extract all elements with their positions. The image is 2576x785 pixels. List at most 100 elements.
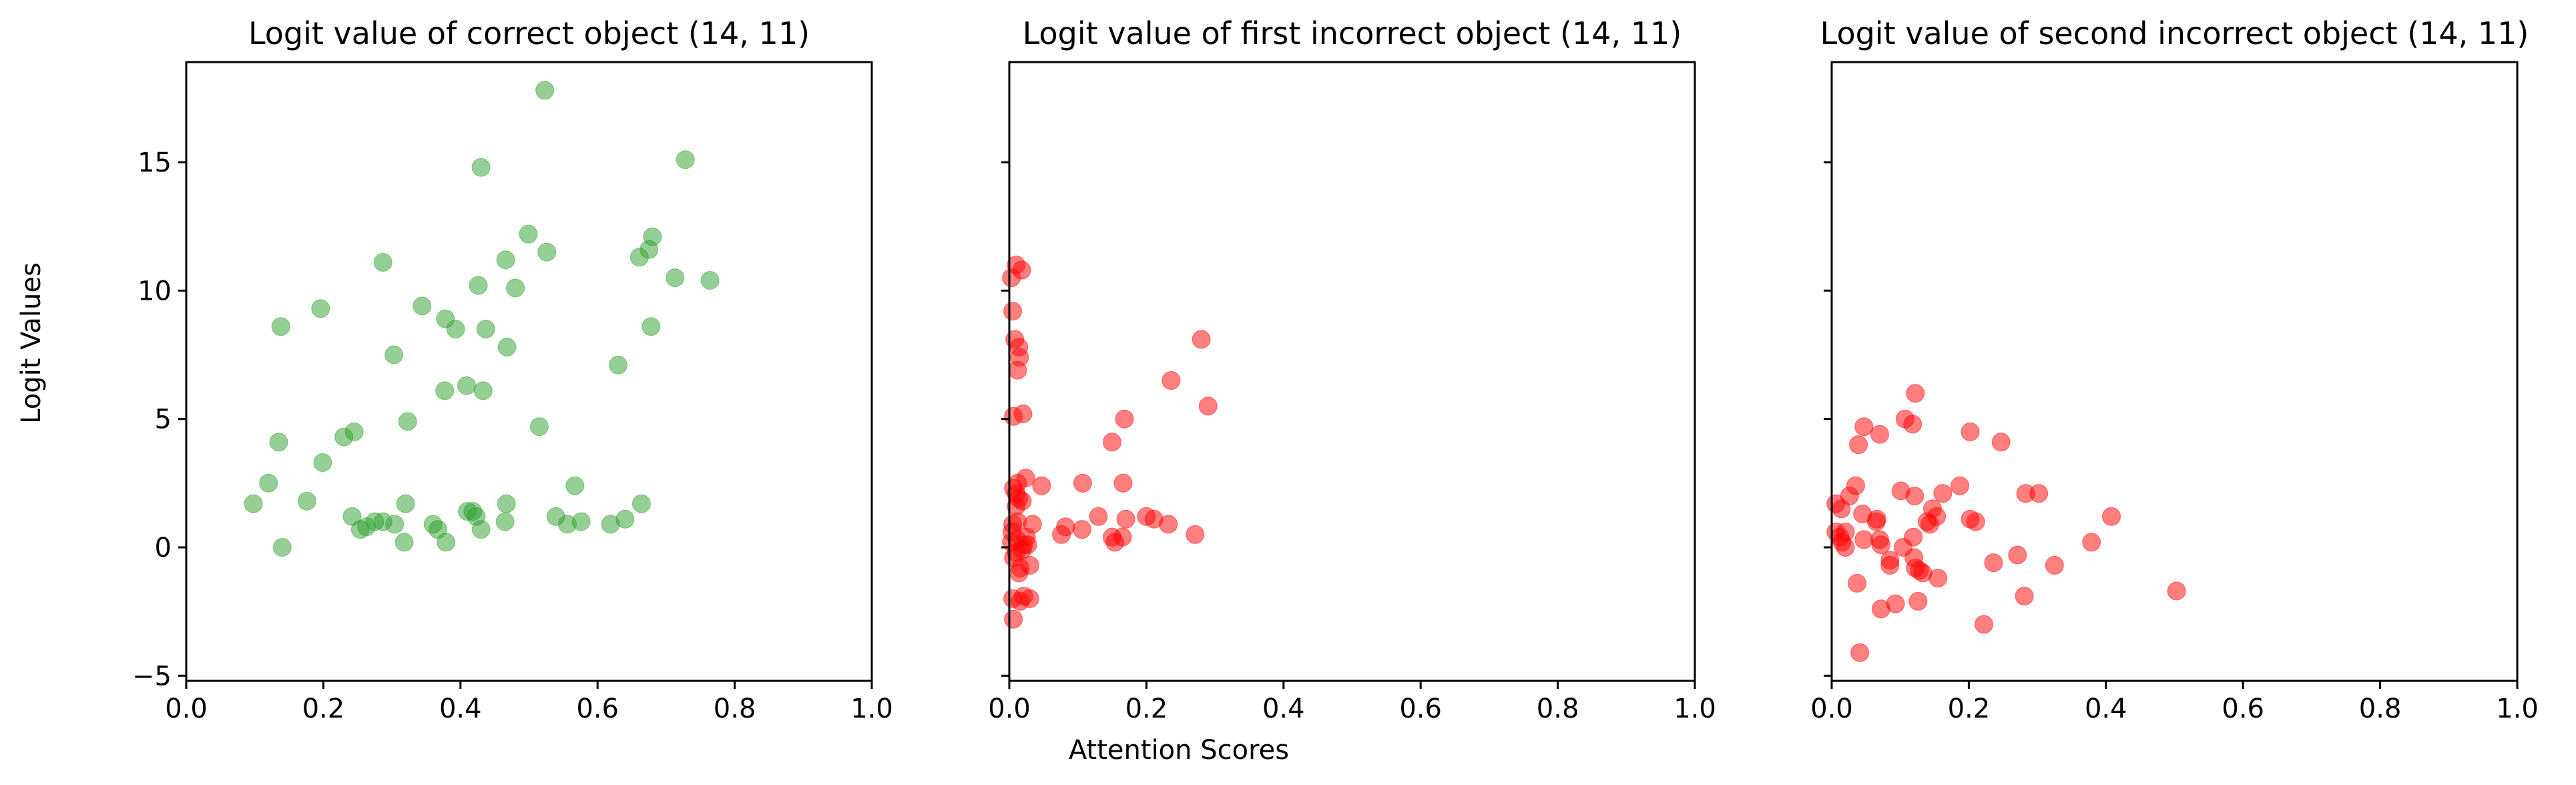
data-point xyxy=(1854,417,1874,437)
x-axis-label: Attention Scores xyxy=(1069,735,1289,766)
data-point xyxy=(1832,499,1851,519)
data-point xyxy=(1105,533,1125,552)
data-point xyxy=(272,538,292,557)
data-point xyxy=(1116,509,1135,529)
x-tick-label: 0.6 xyxy=(1399,694,1442,724)
data-point xyxy=(1103,433,1121,452)
data-point xyxy=(297,491,316,511)
data-point xyxy=(529,417,549,437)
data-point xyxy=(1903,415,1922,434)
data-point xyxy=(1905,487,1924,506)
x-tick-label: 1.0 xyxy=(850,694,893,724)
data-point xyxy=(1906,384,1925,403)
plot-frame xyxy=(185,61,873,682)
panel-title: Logit value of second incorrect object (… xyxy=(1820,15,2529,51)
y-tick-label: −5 xyxy=(132,661,172,692)
data-point xyxy=(1951,476,1969,495)
data-point xyxy=(601,515,620,534)
data-point xyxy=(395,533,414,552)
data-point xyxy=(496,250,515,270)
data-point xyxy=(2045,555,2064,575)
x-tick-label: 1.0 xyxy=(2496,694,2539,724)
x-tick-label: 0.0 xyxy=(165,694,208,724)
scatter-panel-3: Logit value of second incorrect object (… xyxy=(1810,15,2539,724)
x-tick-label: 0.4 xyxy=(1262,694,1305,724)
x-tick-label: 0.4 xyxy=(2085,694,2127,724)
data-point xyxy=(1880,555,1900,575)
data-point xyxy=(1991,433,2011,452)
data-point xyxy=(1159,515,1178,534)
data-point xyxy=(473,381,493,401)
data-point xyxy=(700,271,720,290)
x-tick-label: 0.2 xyxy=(1125,694,1168,724)
data-point xyxy=(2029,484,2049,503)
scatter-panel-2: Logit value of first incorrect object (1… xyxy=(988,15,1716,724)
data-point xyxy=(1870,425,1889,444)
data-point xyxy=(1004,407,1023,426)
data-point xyxy=(471,520,491,539)
data-point xyxy=(350,520,370,539)
data-point xyxy=(1186,525,1205,544)
data-point xyxy=(1928,569,1948,588)
data-point xyxy=(259,473,278,493)
data-point xyxy=(413,296,432,316)
x-tick-label: 0.2 xyxy=(1948,694,1991,724)
data-point xyxy=(469,276,488,295)
panels: Logit value of correct object (14, 11) 0.… xyxy=(132,15,2539,724)
data-point xyxy=(1836,538,1855,557)
data-point xyxy=(1072,520,1091,539)
data-point xyxy=(1115,409,1134,429)
data-point xyxy=(1854,530,1874,549)
data-point xyxy=(1020,589,1039,608)
data-point xyxy=(497,494,516,513)
x-tick-label: 0.6 xyxy=(2222,694,2264,724)
data-point xyxy=(1920,515,1939,534)
data-point xyxy=(565,476,585,495)
data-point xyxy=(311,299,330,318)
data-point xyxy=(457,376,476,395)
data-point xyxy=(495,512,515,531)
data-point xyxy=(396,494,415,513)
data-point xyxy=(519,224,538,244)
data-point xyxy=(2102,507,2121,526)
y-tick-label: 0 xyxy=(155,533,172,563)
data-point xyxy=(1975,615,1993,634)
x-tick-label: 0.8 xyxy=(1537,694,1579,724)
data-point xyxy=(1162,371,1181,390)
x-tick-label: 0.8 xyxy=(714,694,756,724)
data-point xyxy=(2082,533,2101,552)
panel-title: Logit value of first incorrect object (1… xyxy=(1023,15,1682,51)
x-tick-label: 0.8 xyxy=(2359,694,2402,724)
data-point xyxy=(1009,563,1029,583)
data-point xyxy=(398,412,417,431)
data-point xyxy=(1871,535,1890,555)
data-point xyxy=(497,338,517,356)
x-tick-label: 0.6 xyxy=(576,694,619,724)
plot-frame xyxy=(1830,61,2519,682)
data-point xyxy=(535,81,555,100)
y-tick-label: 10 xyxy=(138,276,172,306)
data-point xyxy=(435,381,455,401)
data-point xyxy=(1871,599,1890,619)
data-points xyxy=(244,81,720,557)
data-point xyxy=(271,317,290,336)
data-point xyxy=(639,240,659,259)
data-point xyxy=(666,268,685,288)
data-point xyxy=(1966,512,1985,531)
data-point xyxy=(437,533,456,552)
data-point xyxy=(384,345,404,364)
data-point xyxy=(446,320,465,338)
data-point xyxy=(471,158,491,177)
data-point xyxy=(609,355,627,374)
data-point xyxy=(1073,473,1092,493)
y-axis-label: Logit Values xyxy=(16,262,47,424)
data-point xyxy=(1848,573,1866,593)
data-point xyxy=(1849,435,1868,455)
data-point xyxy=(269,433,288,452)
data-point xyxy=(1198,397,1218,416)
data-point xyxy=(1003,302,1023,321)
data-point xyxy=(373,253,393,272)
plot-frame xyxy=(1008,61,1696,682)
